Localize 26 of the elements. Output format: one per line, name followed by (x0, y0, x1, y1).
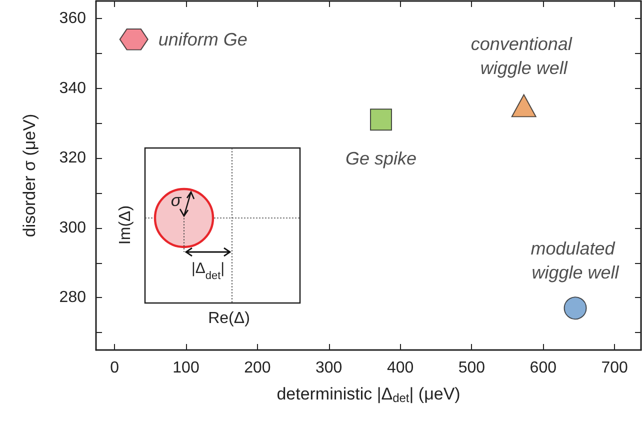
y-tick-label: 320 (59, 150, 86, 167)
x-tick-label: 0 (110, 360, 120, 376)
x-tick-label: 500 (458, 360, 486, 376)
x-tick-label: 400 (386, 360, 414, 376)
y-tick-label: 280 (59, 289, 86, 306)
series-label: uniform Ge (158, 29, 248, 50)
x-tick-label: 200 (244, 360, 271, 376)
x-tick-label: 700 (601, 360, 628, 376)
series-label: Ge spike (345, 148, 417, 169)
annotation: Im(Δ) (117, 205, 134, 245)
point (511, 94, 536, 118)
point (564, 296, 587, 320)
y-axis-title: disorder σ (μeV) (20, 114, 39, 238)
x-tick-label: 300 (316, 360, 342, 376)
point (119, 28, 148, 50)
y-tick-label: 340 (59, 80, 86, 97)
y-tick-label: 300 (59, 219, 86, 236)
x-tick-label: 100 (172, 360, 200, 376)
annotation: |Δ$_{det}$| (191, 260, 225, 282)
annotation: Re(Δ) (208, 310, 250, 327)
point (370, 108, 392, 131)
legend-label: modulated wiggle well (530, 238, 620, 283)
x-tick-label: 600 (530, 360, 557, 376)
text: conventional wiggle well (470, 34, 577, 78)
annotation: σ (170, 191, 182, 210)
y-tick-label: 360 (59, 10, 86, 27)
